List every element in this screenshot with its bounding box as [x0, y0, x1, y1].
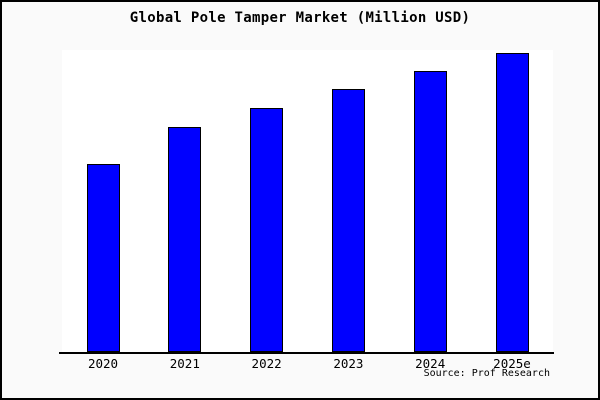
bar-2025e [495, 53, 529, 352]
x-tick-label: 2022 [251, 356, 282, 371]
bar-2022 [250, 108, 284, 352]
x-tick-label: 2024 [415, 356, 446, 371]
bar-2020 [86, 164, 120, 352]
x-tick-label: 2020 [87, 356, 119, 371]
bar-2021 [168, 127, 202, 352]
source-label: Source: Prof Research [423, 368, 550, 379]
bar-2023 [331, 89, 365, 352]
plot-area [62, 50, 553, 352]
bar-2024 [413, 71, 447, 352]
chart-title: Global Pole Tamper Market (Million USD) [129, 10, 471, 26]
x-tick-label: 2023 [333, 356, 364, 371]
x-tick-label: 2021 [169, 356, 200, 371]
x-axis-line [59, 352, 554, 354]
x-tick-label: 2025e [493, 356, 531, 371]
x-axis-labels: 2020 2021 2022 2023 2024 2025e [62, 356, 553, 372]
